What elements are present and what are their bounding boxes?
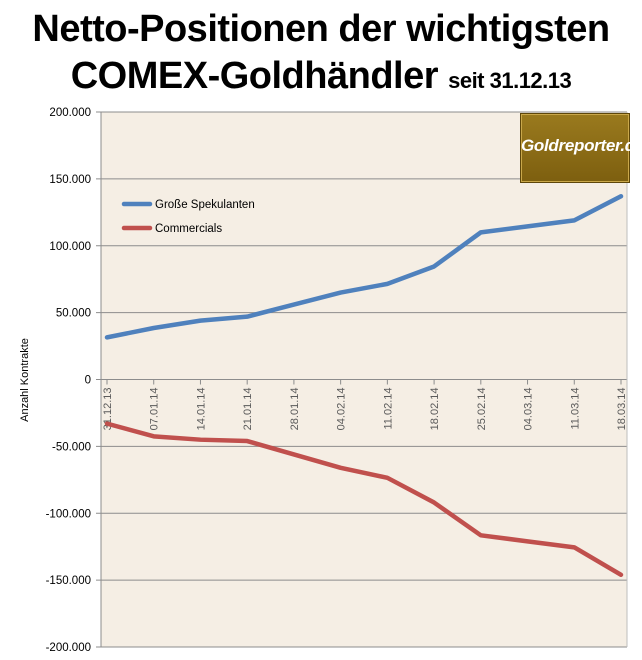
title-line-2: COMEX-Goldhändler seit 31.12.13 xyxy=(0,55,642,98)
x-tick-label: 28.01.14 xyxy=(289,388,301,431)
title-subtitle: seit 31.12.13 xyxy=(448,68,572,93)
x-tick-label: 04.02.14 xyxy=(336,388,348,431)
goldreporter-logo: Goldreporter.de xyxy=(520,113,642,183)
chart-title: Netto-Positionen der wichtigsten COMEX-G… xyxy=(0,0,642,104)
x-tick-label: 07.01.14 xyxy=(149,388,161,431)
x-tick-label: 21.01.14 xyxy=(242,388,254,431)
title-line-1: Netto-Positionen der wichtigsten xyxy=(32,8,610,50)
y-axis-title: Anzahl Kontrakte xyxy=(19,338,31,422)
x-tick-label: 18.03.14 xyxy=(616,388,628,431)
series-line-1 xyxy=(104,194,624,340)
x-tick-label: 18.02.14 xyxy=(429,388,441,431)
y-tick-label: 0 xyxy=(85,375,91,387)
x-tick-label: 31.12.13 xyxy=(102,388,114,431)
x-tick-label: 04.03.14 xyxy=(523,388,535,431)
y-tick-label: -200.000 xyxy=(46,642,91,654)
x-tick-label: 25.02.14 xyxy=(476,388,488,431)
y-tick-label: 150.000 xyxy=(49,174,91,186)
series-line-2 xyxy=(104,421,624,578)
y-tick-label: -100.000 xyxy=(46,508,91,520)
x-tick-label: 11.03.14 xyxy=(569,388,581,430)
y-tick-label: 50.000 xyxy=(56,308,91,320)
logo-text: Goldreporter.de xyxy=(521,136,642,155)
y-tick-label: -50.000 xyxy=(52,441,91,453)
y-tick-label: 200.000 xyxy=(49,107,91,119)
legend-label: Große Spekulanten xyxy=(155,199,255,211)
title-main: COMEX-Goldhändler xyxy=(70,55,439,97)
x-tick-label: 14.01.14 xyxy=(195,388,207,431)
x-tick-label: 11.02.14 xyxy=(382,388,394,430)
y-tick-label: 100.000 xyxy=(49,241,91,253)
legend-label: Commercials xyxy=(155,223,222,235)
y-tick-label: -150.000 xyxy=(46,575,91,587)
